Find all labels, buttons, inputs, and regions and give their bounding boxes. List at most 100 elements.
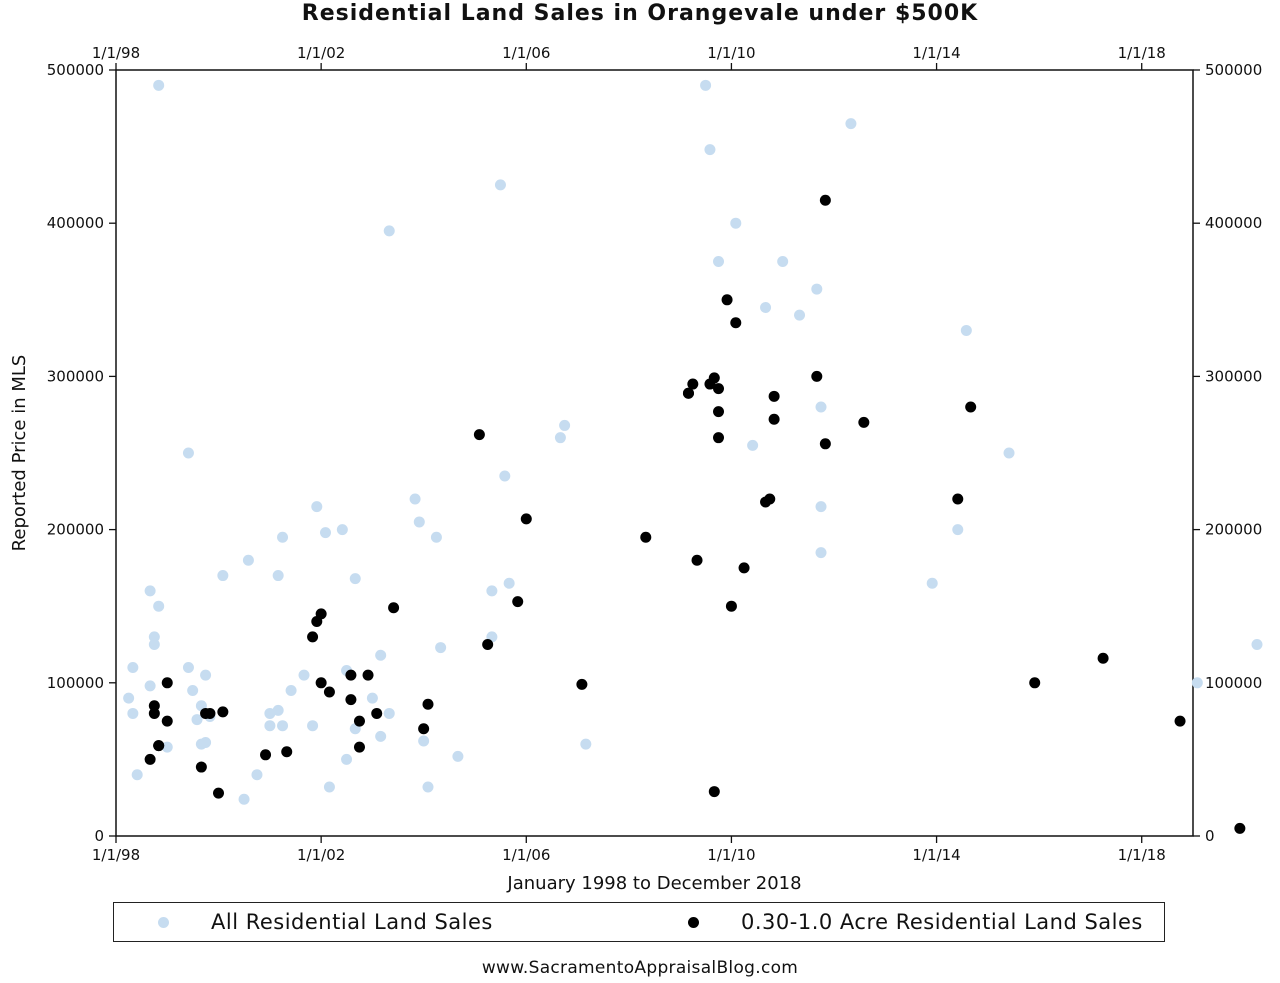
legend-label-acre: 0.30-1.0 Acre Residential Land Sales <box>741 910 1143 934</box>
y-tick-label-left: 100000 <box>47 674 104 692</box>
acre-sales-point <box>217 706 229 718</box>
acre-sales-point <box>195 761 207 773</box>
all-sales-point <box>730 217 742 229</box>
x-tick-label-top: 1/1/98 <box>92 44 140 62</box>
all-sales-point <box>127 707 139 719</box>
all-sales-point <box>200 669 212 681</box>
acre-sales-point <box>353 741 365 753</box>
x-tick-label-top: 1/1/06 <box>502 44 550 62</box>
x-tick-label-bottom: 1/1/02 <box>297 846 345 864</box>
x-tick-label-top: 1/1/02 <box>297 44 345 62</box>
acre-sales-point <box>148 700 160 712</box>
y-tick-label-right: 400000 <box>1205 214 1262 232</box>
all-sales-point <box>127 661 139 673</box>
acre-sales-point <box>362 669 374 681</box>
all-sales-point <box>926 577 938 589</box>
all-sales-point <box>298 669 310 681</box>
y-tick-label-left: 400000 <box>47 214 104 232</box>
acre-sales-point <box>1174 715 1186 727</box>
acre-sales-point <box>1097 652 1109 664</box>
y-tick-label-right: 200000 <box>1205 521 1262 539</box>
acre-sales-point <box>768 413 780 425</box>
all-sales-point <box>251 769 263 781</box>
acre-sales-point <box>345 694 357 706</box>
y-tick-label-left: 0 <box>94 827 104 845</box>
acre-sales-point <box>153 740 165 752</box>
all-sales-point <box>700 79 712 91</box>
legend-item-all: All Residential Land Sales <box>158 903 493 941</box>
acre-sales-point <box>281 746 293 758</box>
acre-sales-point <box>161 677 173 689</box>
all-sales-point <box>418 735 430 747</box>
acre-sales-point <box>725 600 737 612</box>
all-sales-point <box>452 750 464 762</box>
all-sales-point <box>144 585 156 597</box>
all-sales-point <box>307 720 319 732</box>
acre-sales-point <box>315 677 327 689</box>
acre-sales-point <box>422 698 434 710</box>
acre-sales-point <box>315 608 327 620</box>
all-sales-point <box>435 642 447 654</box>
x-tick-label-bottom: 1/1/98 <box>92 846 140 864</box>
all-sales-point <box>554 432 566 444</box>
all-sales-point <box>1251 639 1263 650</box>
acre-sales-point <box>811 370 823 382</box>
y-tick-label-right: 100000 <box>1205 674 1262 692</box>
acre-sales-point <box>482 639 494 650</box>
all-sales-point <box>952 524 964 536</box>
acre-sales-point <box>713 383 725 395</box>
y-tick-label-left: 500000 <box>47 61 104 79</box>
x-tick-label-bottom: 1/1/10 <box>707 846 755 864</box>
acre-sales-point <box>576 678 588 690</box>
acre-sales-point <box>713 432 725 444</box>
y-tick-label-right: 500000 <box>1205 61 1262 79</box>
x-tick-label-top: 1/1/10 <box>707 44 755 62</box>
all-sales-point <box>430 531 442 543</box>
acre-sales-point <box>713 406 725 418</box>
acre-sales-point <box>345 669 357 681</box>
acre-sales-point <box>204 707 216 719</box>
all-sales-point <box>713 256 725 267</box>
x-tick-label-top: 1/1/18 <box>1118 44 1166 62</box>
all-sales-point <box>341 753 353 765</box>
acre-sales-point <box>764 493 776 505</box>
all-sales-point <box>200 737 212 749</box>
x-tick-label-top: 1/1/14 <box>912 44 960 62</box>
acre-sales-point <box>682 387 694 399</box>
acre-sales-point <box>144 753 156 765</box>
all-sales-point <box>1191 677 1203 689</box>
website-footer: www.SacramentoAppraisalBlog.com <box>481 958 799 978</box>
acre-sales-point <box>687 378 699 390</box>
y-tick-label-left: 300000 <box>47 367 104 385</box>
all-sales-point <box>794 309 806 321</box>
legend: All Residential Land Sales 0.30-1.0 Acre… <box>113 902 1165 942</box>
legend-marker-all <box>158 916 169 928</box>
all-sales-point <box>815 401 827 413</box>
all-sales-point <box>777 256 789 267</box>
all-sales-point <box>383 707 395 719</box>
acre-sales-point <box>148 707 160 719</box>
y-tick-label-right: 300000 <box>1205 367 1262 385</box>
acre-sales-point <box>418 723 430 735</box>
all-sales-point <box>811 283 823 295</box>
all-sales-point <box>1003 447 1015 459</box>
acre-sales-point <box>520 513 532 525</box>
acre-sales-point <box>512 596 524 608</box>
all-sales-point <box>845 118 857 130</box>
all-sales-point <box>383 225 395 237</box>
all-sales-point <box>413 516 425 528</box>
acre-sales-point <box>323 686 335 698</box>
all-sales-point <box>409 493 421 505</box>
all-sales-point <box>153 600 165 612</box>
all-sales-point <box>499 470 511 482</box>
x-tick-label-bottom: 1/1/18 <box>1118 846 1166 864</box>
acre-sales-point <box>691 554 703 566</box>
all-sales-point <box>486 585 498 597</box>
acre-sales-point <box>213 787 225 799</box>
all-sales-point <box>285 684 297 696</box>
y-axis-label: Reported Price in MLS <box>9 355 30 552</box>
all-sales-point <box>182 447 194 459</box>
acre-sales-point <box>721 294 733 306</box>
acre-sales-point <box>640 531 652 543</box>
all-sales-point <box>272 704 284 716</box>
